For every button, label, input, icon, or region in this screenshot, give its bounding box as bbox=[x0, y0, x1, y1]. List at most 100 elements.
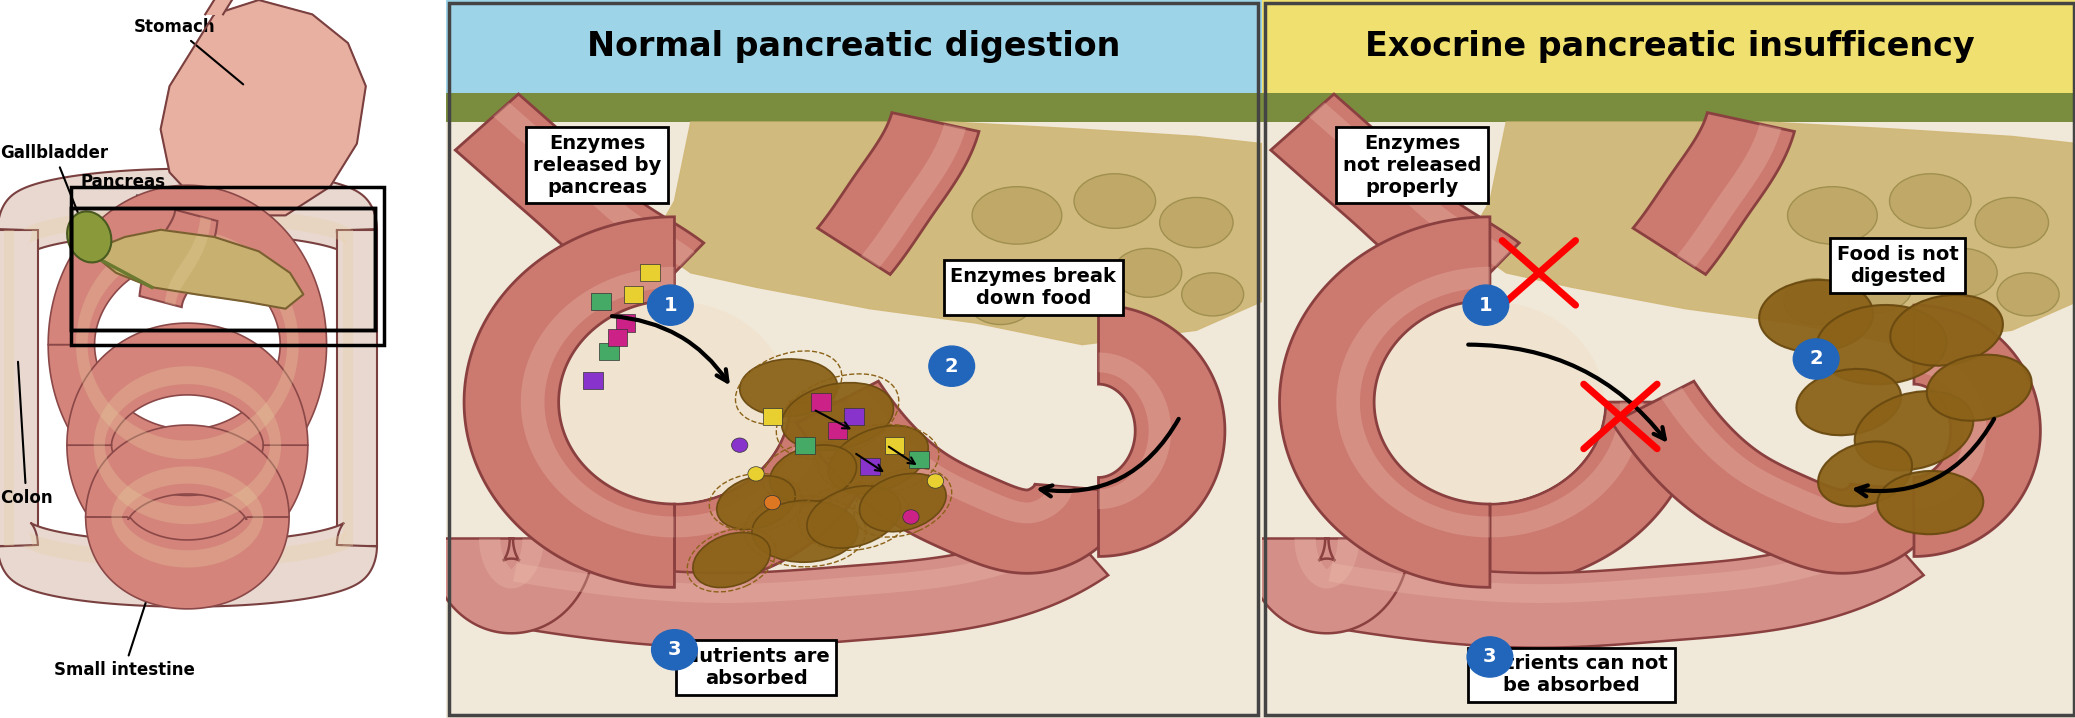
Polygon shape bbox=[1662, 388, 1888, 523]
Polygon shape bbox=[93, 366, 280, 445]
Text: Stomach: Stomach bbox=[133, 19, 243, 85]
Ellipse shape bbox=[1797, 369, 1901, 435]
Ellipse shape bbox=[1996, 273, 2058, 316]
Polygon shape bbox=[1243, 538, 1411, 633]
Ellipse shape bbox=[560, 302, 788, 503]
Ellipse shape bbox=[66, 211, 112, 263]
Polygon shape bbox=[1490, 402, 1699, 587]
Polygon shape bbox=[0, 169, 378, 253]
Circle shape bbox=[652, 630, 697, 670]
Polygon shape bbox=[205, 0, 232, 14]
Ellipse shape bbox=[1181, 273, 1243, 316]
Polygon shape bbox=[77, 230, 299, 345]
Ellipse shape bbox=[1928, 355, 2031, 421]
Bar bbox=[1262, 93, 2075, 122]
FancyBboxPatch shape bbox=[625, 286, 643, 303]
Polygon shape bbox=[1677, 124, 1780, 268]
Polygon shape bbox=[1336, 267, 1490, 537]
Text: Enzymes break
down food: Enzymes break down food bbox=[950, 266, 1116, 308]
Polygon shape bbox=[0, 523, 378, 607]
FancyBboxPatch shape bbox=[641, 264, 660, 281]
Ellipse shape bbox=[1376, 302, 1604, 503]
Polygon shape bbox=[93, 445, 280, 524]
Bar bbox=[71, 187, 384, 345]
Circle shape bbox=[747, 467, 764, 481]
Bar bbox=[71, 208, 376, 330]
FancyBboxPatch shape bbox=[608, 329, 627, 346]
Text: Nutrients are
absorbed: Nutrients are absorbed bbox=[683, 647, 830, 689]
Polygon shape bbox=[465, 217, 674, 587]
Polygon shape bbox=[4, 230, 15, 546]
Polygon shape bbox=[342, 230, 353, 546]
Polygon shape bbox=[504, 516, 1108, 648]
Polygon shape bbox=[336, 230, 378, 546]
Bar bbox=[446, 122, 1262, 718]
Polygon shape bbox=[0, 230, 37, 546]
Polygon shape bbox=[164, 217, 212, 305]
Polygon shape bbox=[479, 538, 544, 589]
Polygon shape bbox=[1633, 113, 1795, 274]
Polygon shape bbox=[818, 113, 979, 274]
Polygon shape bbox=[1320, 516, 1924, 648]
Circle shape bbox=[930, 346, 975, 386]
Polygon shape bbox=[494, 103, 695, 267]
Polygon shape bbox=[861, 124, 965, 268]
Polygon shape bbox=[797, 381, 1129, 573]
Ellipse shape bbox=[1928, 248, 1996, 297]
Text: Normal pancreatic digestion: Normal pancreatic digestion bbox=[587, 30, 1120, 63]
Polygon shape bbox=[85, 514, 288, 609]
Text: Small intestine: Small intestine bbox=[54, 477, 195, 679]
Polygon shape bbox=[66, 323, 307, 445]
Bar bbox=[71, 208, 376, 330]
Ellipse shape bbox=[859, 473, 946, 532]
Ellipse shape bbox=[782, 383, 894, 450]
Polygon shape bbox=[1612, 381, 1944, 573]
Ellipse shape bbox=[1855, 391, 1973, 470]
Polygon shape bbox=[649, 122, 1262, 345]
FancyBboxPatch shape bbox=[583, 372, 602, 389]
Ellipse shape bbox=[1075, 174, 1156, 228]
Polygon shape bbox=[513, 525, 1077, 603]
Polygon shape bbox=[85, 425, 288, 520]
FancyBboxPatch shape bbox=[861, 458, 880, 475]
Text: 3: 3 bbox=[668, 640, 681, 659]
Circle shape bbox=[928, 474, 944, 488]
FancyBboxPatch shape bbox=[762, 408, 782, 425]
Text: Pancreas: Pancreas bbox=[81, 173, 185, 242]
Polygon shape bbox=[77, 345, 299, 460]
Polygon shape bbox=[1328, 525, 1892, 603]
Text: Food is not
digested: Food is not digested bbox=[1836, 245, 1959, 286]
Ellipse shape bbox=[1878, 471, 1984, 534]
Circle shape bbox=[1467, 637, 1513, 677]
Ellipse shape bbox=[1760, 280, 1874, 352]
FancyBboxPatch shape bbox=[909, 451, 930, 468]
Polygon shape bbox=[1270, 94, 1519, 303]
Circle shape bbox=[903, 510, 919, 524]
Polygon shape bbox=[112, 467, 264, 517]
Ellipse shape bbox=[1834, 261, 1913, 313]
Polygon shape bbox=[21, 531, 353, 568]
Polygon shape bbox=[521, 267, 674, 537]
Polygon shape bbox=[89, 230, 303, 309]
Polygon shape bbox=[1098, 353, 1170, 509]
Ellipse shape bbox=[1818, 442, 1911, 506]
Polygon shape bbox=[1295, 538, 1359, 589]
FancyBboxPatch shape bbox=[811, 393, 830, 411]
FancyBboxPatch shape bbox=[795, 437, 815, 454]
Polygon shape bbox=[160, 0, 365, 215]
Polygon shape bbox=[674, 402, 884, 587]
Ellipse shape bbox=[969, 279, 1033, 325]
Text: Colon: Colon bbox=[0, 362, 52, 507]
Ellipse shape bbox=[1816, 305, 1946, 384]
Polygon shape bbox=[1098, 305, 1224, 556]
FancyBboxPatch shape bbox=[828, 422, 847, 439]
FancyBboxPatch shape bbox=[616, 314, 635, 332]
Polygon shape bbox=[1913, 353, 1986, 509]
Ellipse shape bbox=[1975, 197, 2048, 248]
Ellipse shape bbox=[1112, 248, 1181, 297]
Ellipse shape bbox=[1890, 174, 1971, 228]
Ellipse shape bbox=[828, 426, 928, 493]
Ellipse shape bbox=[770, 445, 857, 503]
Polygon shape bbox=[454, 94, 703, 303]
Polygon shape bbox=[48, 345, 326, 504]
